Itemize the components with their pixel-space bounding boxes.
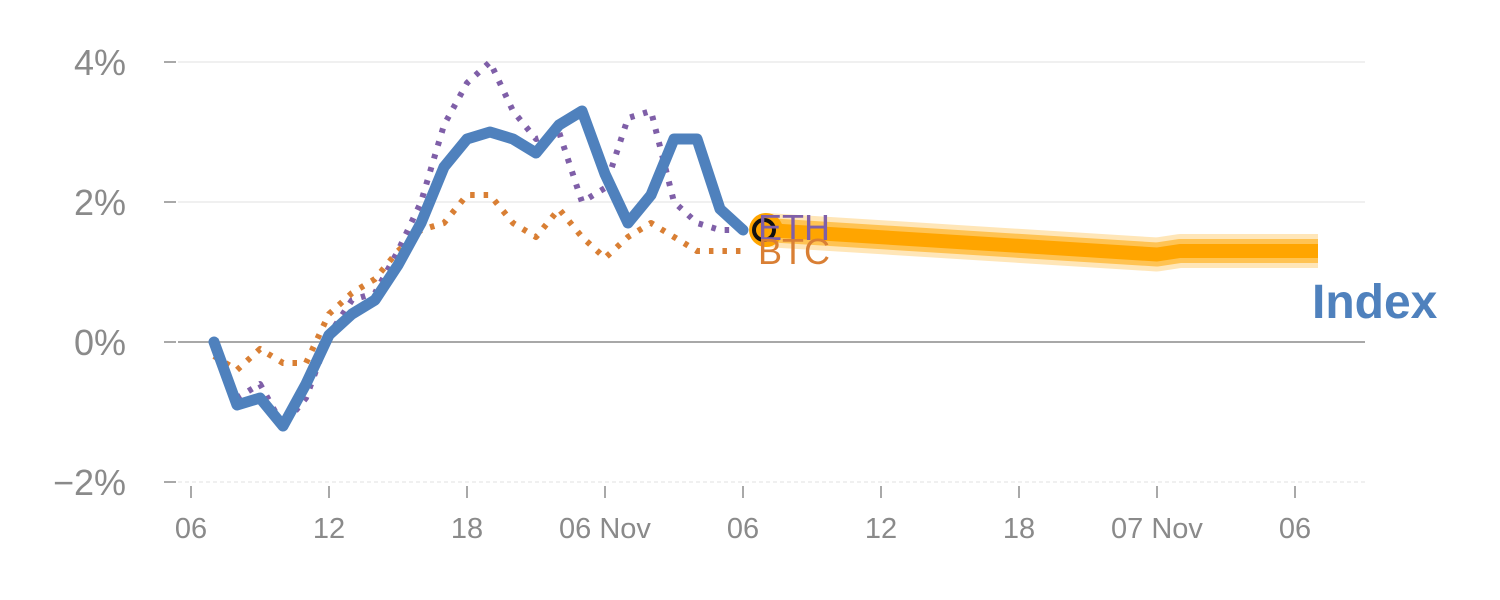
x-tick-label: 06	[1279, 513, 1311, 545]
y-tick-label: 0%	[74, 322, 126, 363]
forecast-band	[764, 213, 1318, 272]
forecast-band-core	[765, 223, 1318, 262]
x-tick-label: 18	[451, 513, 483, 545]
current-marker-ring	[752, 218, 776, 242]
x-tick-label: 06 Nov	[559, 513, 651, 545]
x-tick-label: 06	[727, 513, 759, 545]
series-lines	[208, 59, 749, 432]
x-tick-label: 06	[175, 513, 207, 545]
grid	[178, 61, 1365, 483]
series-label-btc: BTC	[758, 231, 830, 272]
y-tick-label: 4%	[74, 42, 126, 83]
series-line-index	[208, 105, 749, 432]
y-tick-label: 2%	[74, 182, 126, 223]
series-label-eth: ETH	[758, 207, 830, 248]
x-tick-label: 12	[313, 513, 345, 545]
series-line-eth	[211, 59, 743, 429]
current-marker	[749, 213, 783, 247]
y-tick-label: −2%	[53, 462, 126, 503]
series-label-index: Index	[1312, 276, 1438, 329]
series-line-btc	[212, 192, 743, 373]
x-tick-label: 12	[865, 513, 897, 545]
x-tick-label: 07 Nov	[1111, 513, 1203, 545]
axes: −2% 0% 2% 4% 06 12 18 06 Nov 06 12 18 07 Nov 06	[53, 42, 1311, 545]
x-tick-label: 18	[1003, 513, 1035, 545]
